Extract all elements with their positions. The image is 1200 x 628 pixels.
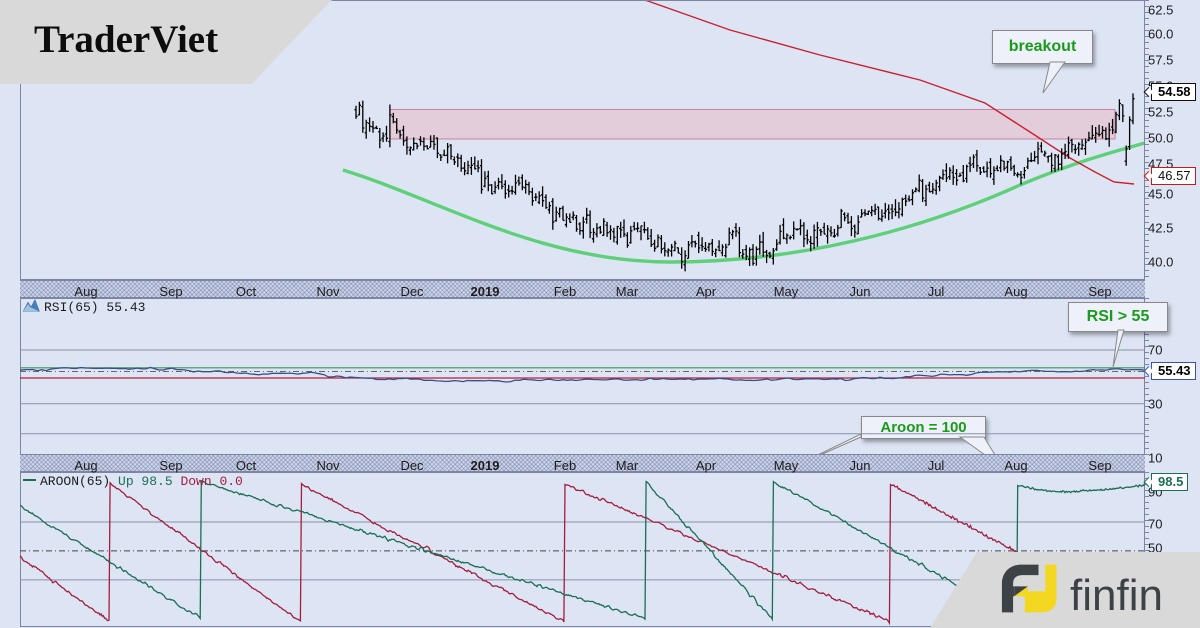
svg-text:RSI(65) 55.43: RSI(65) 55.43 <box>44 300 145 315</box>
svg-text:finfin: finfin <box>1070 571 1163 620</box>
svg-text:AROON(65) Up 98.5 Down 0.0: AROON(65) Up 98.5 Down 0.0 <box>40 474 243 489</box>
